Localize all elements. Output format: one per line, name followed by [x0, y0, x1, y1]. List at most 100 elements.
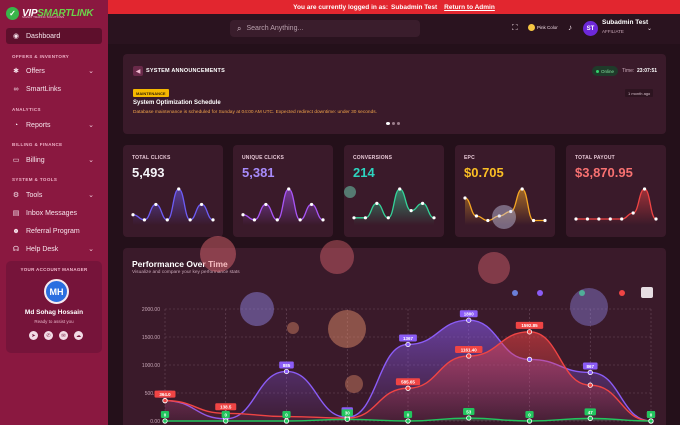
- sidebar-item-helpdesk[interactable]: ☊ Help Desk ⌄: [12, 245, 94, 254]
- headset-icon: ☊: [12, 246, 20, 253]
- decorative-bubble: [345, 375, 363, 393]
- stat-value: 5,381: [242, 165, 275, 180]
- series-point: [466, 317, 472, 323]
- data-label: 867: [586, 364, 594, 369]
- online-badge: Online: [592, 66, 619, 76]
- user-avatar[interactable]: ST: [583, 21, 598, 36]
- chat-icon[interactable]: ☁: [74, 331, 83, 340]
- sparkline-point: [154, 202, 158, 207]
- series-point: [162, 398, 168, 404]
- stat-value: $3,870.95: [575, 165, 633, 180]
- sparkline-point: [531, 218, 536, 223]
- announcement-headline: System Optimization Schedule: [133, 100, 221, 106]
- nav-section-billing: BILLING & FINANCE: [12, 142, 63, 147]
- chevron-down-icon[interactable]: ⌄: [647, 26, 653, 32]
- sparkline-point: [654, 217, 658, 221]
- data-label: 0: [528, 412, 531, 417]
- series-point: [162, 418, 168, 424]
- search-placeholder: Search Anything...: [246, 25, 304, 32]
- sparkline-point: [188, 218, 192, 222]
- nav-section-offers: OFFERS & INVENTORY: [12, 54, 70, 59]
- sparkline-point: [275, 218, 279, 222]
- series-point: [466, 415, 472, 421]
- sparkline-point: [363, 216, 368, 220]
- data-label-bg: [463, 408, 475, 416]
- series-area: [165, 418, 651, 421]
- series-point: [405, 385, 411, 391]
- user-name[interactable]: Subadmin Test: [602, 19, 649, 26]
- series-point: [587, 415, 593, 421]
- stat-value: 214: [353, 165, 375, 180]
- account-manager-name: Md Sohag Hossain: [24, 309, 84, 316]
- sparkline-point: [608, 217, 612, 221]
- theme-icon: [528, 24, 535, 31]
- data-label: 1592.85: [521, 323, 538, 328]
- y-tick-label: 0.00: [150, 419, 160, 425]
- account-manager-card: YOUR ACCOUNT MANAGER MH Md Sohag Hossain…: [6, 261, 102, 353]
- chevron-down-icon: ⌄: [88, 192, 94, 199]
- performance-title: Performance Over Time: [132, 259, 228, 269]
- data-label-bg: [279, 361, 294, 369]
- return-to-admin-link[interactable]: Return to Admin: [444, 3, 495, 11]
- stat-card-total-payout: TOTAL PAYOUT $3,870.95: [566, 145, 666, 237]
- sparkline-point: [298, 218, 302, 222]
- carousel-dot[interactable]: [392, 122, 395, 125]
- stat-card-conversions: CONVERSIONS 214: [344, 145, 444, 237]
- carousel-dots[interactable]: [386, 122, 400, 125]
- sparkline-point: [509, 209, 513, 214]
- stat-label: TOTAL PAYOUT: [575, 155, 615, 161]
- decorative-bubble: [328, 310, 366, 348]
- data-label: 364.0: [159, 392, 171, 397]
- sidebar-item-smartlinks[interactable]: ∞ SmartLinks: [13, 85, 62, 93]
- decorative-bubble: [344, 186, 356, 198]
- bell-icon[interactable]: ♪: [568, 23, 572, 32]
- carousel-dot[interactable]: [386, 122, 390, 125]
- impersonated-user: Subadmin Test: [391, 3, 438, 11]
- sidebar-item-inbox[interactable]: ▤ Inbox Messages: [12, 209, 77, 218]
- sidebar-item-reports[interactable]: ◔ Reports ⌄: [13, 121, 94, 130]
- sidebar-item-tools[interactable]: ⚙ Tools ⌄: [12, 191, 94, 200]
- logo-text: VIPSMARTLINK: [22, 7, 94, 19]
- decorative-bubble: [320, 240, 354, 274]
- stat-label: UNIQUE CLICKS: [242, 155, 285, 161]
- telegram-icon[interactable]: ➤: [29, 331, 38, 340]
- series-point: [223, 418, 229, 424]
- theme-toggle[interactable]: Pink Color: [528, 24, 558, 31]
- sparkline-chart: [574, 187, 658, 225]
- chevron-down-icon: ⌄: [88, 246, 94, 253]
- series-point: [587, 382, 593, 388]
- wallet-icon: ▭: [12, 157, 20, 164]
- chevron-down-icon: ⌄: [88, 157, 94, 164]
- stat-value: 5,493: [132, 165, 165, 180]
- sidebar-item-billing[interactable]: ▭ Billing ⌄: [12, 156, 94, 165]
- whatsapp-icon[interactable]: ✆: [44, 331, 53, 340]
- sparkline-point: [497, 214, 501, 218]
- search-input[interactable]: ⌕ Search Anything...: [230, 20, 420, 37]
- stat-label: CONVERSIONS: [353, 155, 393, 161]
- sparkline-point: [520, 187, 524, 191]
- decorative-bubble: [492, 205, 516, 229]
- data-label: 53: [466, 409, 472, 414]
- chart-menu-button: [641, 287, 653, 298]
- data-label-bg: [459, 310, 478, 318]
- wrench-icon: ⚙: [12, 192, 20, 199]
- time-value: 23:07:51: [637, 68, 658, 74]
- sidebar-item-dashboard[interactable]: ◉ Dashboard: [6, 28, 102, 44]
- chevron-down-icon: ⌄: [88, 68, 94, 75]
- sidebar-item-referral[interactable]: ☻ Referral Program: [12, 227, 80, 235]
- data-label-bg: [341, 409, 353, 417]
- sparkline-point: [142, 218, 147, 222]
- data-label-bg: [395, 378, 421, 386]
- app-logo[interactable]: ✓ VIPSMARTLINK: [6, 5, 102, 21]
- legend-marker: [537, 290, 543, 296]
- account-manager-avatar: MH: [44, 279, 69, 304]
- carousel-dot[interactable]: [397, 122, 400, 125]
- maintenance-tag: MAINTENANCE: [133, 89, 169, 97]
- user-role: AFFILIATE: [602, 29, 624, 34]
- logo-tagline: SMART TRAFFIC SOLUTIONS: [22, 15, 65, 19]
- email-icon[interactable]: ✉: [59, 331, 68, 340]
- fullscreen-icon[interactable]: ⛶: [512, 23, 518, 32]
- series-area: [165, 331, 651, 421]
- stat-value: $0.705: [464, 165, 504, 180]
- sidebar-item-offers[interactable]: ✱ Offers ⌄: [13, 67, 94, 76]
